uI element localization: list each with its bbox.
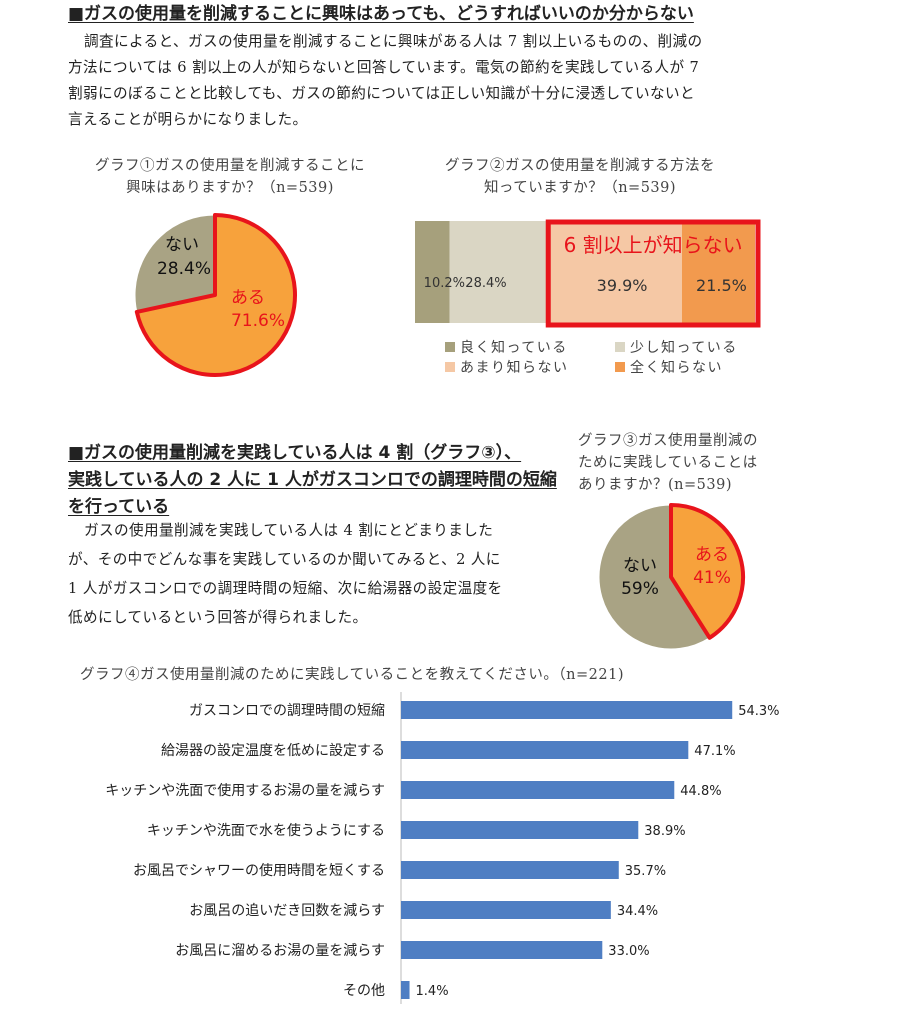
category-label: キッチンや洗面で水を使うようにする [147,822,385,839]
bar [401,701,733,719]
category-label: キッチンや洗面で使用するお湯の量を減らす [105,782,385,799]
pie-label-value: 28.4% [157,259,211,279]
value-label: 34.4% [617,904,658,919]
bar [401,741,689,759]
graph2-title: グラフ②ガスの使用量を削減する方法を 知っていますか？（n=539) [410,155,750,199]
section1-body-line: 方法については 6 割以上の人が知らないと回答しています。電気の節約を実践してい… [68,59,700,76]
legend-item: 全く知らない [615,357,723,377]
graph3-title-line: ありますか？(n=539) [578,477,732,493]
graph4-bar-chart: ガスコンロでの調理時間の短縮 54.3% 給湯器の設定温度を低めに設定する 47.1%… [105,692,780,1004]
stack-value-label: 28.4% [465,276,506,291]
category-label: お風呂でシャワーの使用時間を短くする [133,862,385,879]
category-label: お風呂に溜めるお湯の量を減らす [175,942,385,959]
legend-item: あまり知らない [445,357,615,377]
category-label: ガスコンロでの調理時間の短縮 [189,703,385,719]
category-label: 給湯器の設定温度を低めに設定する [161,742,385,759]
legend-swatch [615,362,625,372]
section2-body-line: ガスの使用量削減を実践している人は 4 割にとどまりました [84,522,494,539]
graph3-title-line: ために実践していることは [578,455,758,471]
section2-heading-line: 実践している人の 2 人に 1 人がガスコンロでの調理時間の短縮 [68,470,557,490]
legend-label: 少し知っている [630,340,738,356]
value-label: 35.7% [625,864,666,879]
pie-slice-aru [134,213,297,377]
graph2-stacked-bar-chart: 10.2% 28.4% 39.9% 21.5% 6 割以上が知らない [415,219,761,328]
pie-label-category: ない [165,235,199,255]
legend-label: 全く知らない [630,360,723,376]
bar [401,941,603,959]
stack-value-label: 10.2% [424,276,465,291]
section2-body-line: が、その中でどんな事を実践しているのか聞いてみると、2 人に [68,551,501,568]
graph1-title-line: 興味はありますか？（n=539) [126,180,334,196]
pie-label-value: 59% [621,579,659,599]
section1-body-line: 言えることが明らかになりました。 [68,111,308,128]
value-label: 38.9% [644,824,685,839]
graph4-title: グラフ④ガス使用量削減のために実践していることを教えてください。（n=221) [80,667,624,683]
pie-label-category: ない [623,556,657,576]
graph1-title: グラフ①ガスの使用量を削減することに 興味はありますか？（n=539) [60,155,400,199]
legend-swatch [615,342,625,352]
bar [401,861,619,879]
value-label: 44.8% [680,784,721,799]
stack-value-label: 21.5% [696,276,747,295]
section2-heading-line: を行っている [68,497,170,517]
stack-segment [415,221,450,323]
section1-body-line: 調査によると、ガスの使用量を削減することに興味がある人は 7 割以上いるものの、… [84,33,703,50]
pie-label-value: 71.6% [231,311,285,331]
stack-value-label: 39.9% [597,276,648,295]
graph3-pie-chart: ある 41% ない 59% [598,503,745,650]
graph3-title-line: グラフ③ガス使用量削減の [578,433,758,449]
legend-label: あまり知らない [460,360,569,376]
legend-item: 良く知っている [445,337,615,357]
stack-segment [681,221,755,323]
stack-segment [546,221,682,323]
section2-heading-line: ■ガスの使用量削減を実践している人は 4 割（グラフ③）、 [68,443,522,463]
graph3-title: グラフ③ガス使用量削減の ために実践していることは ありますか？(n=539) [578,430,798,496]
legend-swatch [445,362,455,372]
value-label: 47.1% [694,744,735,759]
graph2-legend: 良く知っている 少し知っている あまり知らない 全く知らない [445,337,765,377]
value-label: 54.3% [738,704,779,719]
legend-swatch [445,342,455,352]
value-label: 33.0% [608,944,649,959]
pie-label-value: 41% [693,568,731,588]
bar [401,781,675,799]
stack-segment [449,221,547,323]
legend-item: 少し知っている [615,337,738,357]
bar [401,981,410,999]
graph1-title-line: グラフ①ガスの使用量を削減することに [95,158,365,174]
legend-label: 良く知っている [460,340,568,356]
graph1-pie-chart: ある 71.6% ない 28.4% [134,213,297,377]
section2-body: ガスの使用量削減を実践している人は 4 割にとどまりました が、その中でどんな事… [68,516,568,632]
category-label: お風呂の追いだき回数を減らす [189,902,385,919]
pie-label-category: ある [695,545,729,565]
section2-heading: ■ガスの使用量削減を実践している人は 4 割（グラフ③）、 実践している人の 2… [68,440,557,521]
callout-frame [545,219,761,328]
pie-slice-nai [598,504,711,650]
section1-heading: ■ガスの使用量を削減することに興味はあっても、どうすればいいのか分からない [68,4,694,24]
section2-body-line: 1 人がガスコンロでの調理時間の短縮、次に給湯器の設定温度を [68,580,503,597]
pie-label-category: ある [231,288,265,308]
bar [401,821,639,839]
category-label: その他 [343,983,385,999]
section1-body-line: 割弱にのぼることと比較しても、ガスの節約については正しい知識が十分に浸透していな… [68,85,695,102]
graph2-title-line: 知っていますか？（n=539) [483,180,677,196]
pie-slice-aru [669,503,745,640]
value-label: 1.4% [416,984,449,999]
section2-body-line: 低めにしているという回答が得られました。 [68,609,368,626]
bar [401,901,611,919]
section1-body: 調査によると、ガスの使用量を削減することに興味がある人は 7 割以上いるものの、… [68,29,808,133]
graph2-title-line: グラフ②ガスの使用量を削減する方法を [445,158,715,174]
callout-text: 6 割以上が知らない [564,233,743,257]
